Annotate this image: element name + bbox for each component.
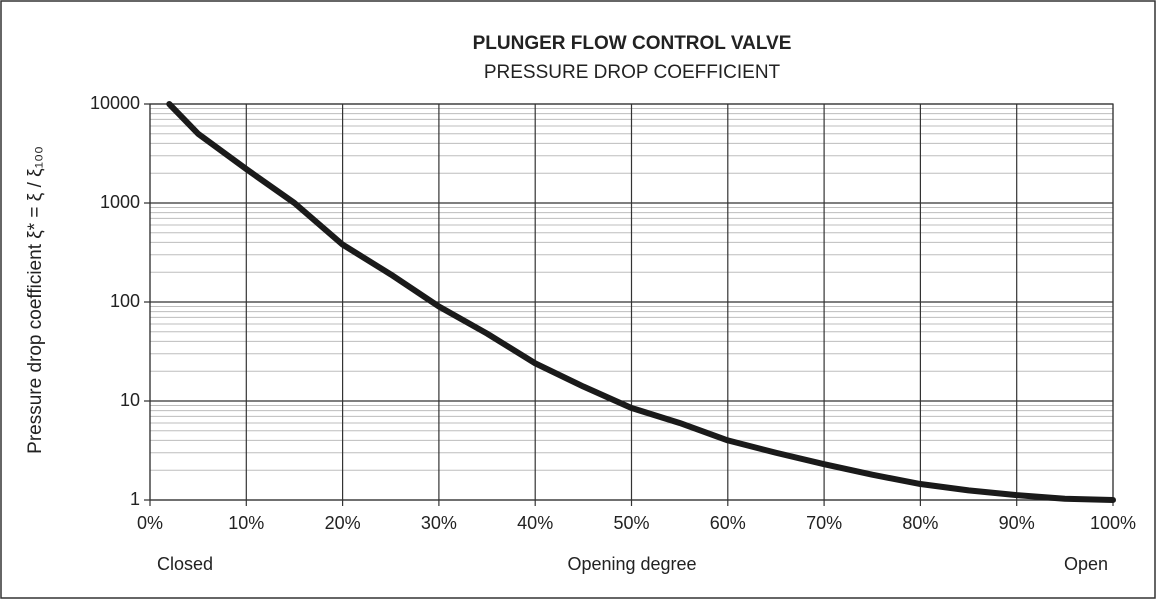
x-tick-label: 10%: [228, 513, 264, 533]
annotation: Closed: [157, 554, 213, 574]
x-tick-label: 60%: [710, 513, 746, 533]
y-tick-label: 10: [120, 390, 140, 410]
x-tick-label: 50%: [613, 513, 649, 533]
x-tick-label: 80%: [902, 513, 938, 533]
x-tick-label: 20%: [325, 513, 361, 533]
chart-subtitle: PRESSURE DROP COEFFICIENT: [484, 62, 781, 83]
x-tick-label: 30%: [421, 513, 457, 533]
x-tick-label: 0%: [137, 513, 163, 533]
x-tick-label: 100%: [1090, 513, 1136, 533]
x-tick-label: 90%: [999, 513, 1035, 533]
x-tick-label: 70%: [806, 513, 842, 533]
annotation: Open: [1064, 554, 1108, 574]
y-axis-label: Pressure drop coefficient ξ* = ξ / ξ₁₀₀: [25, 146, 46, 454]
y-tick-label: 1: [130, 489, 140, 509]
chart-title: PLUNGER FLOW CONTROL VALVE: [473, 33, 792, 54]
plot-border: [149, 103, 1114, 501]
data-line: [166, 101, 1116, 503]
y-tick-label: 100: [110, 291, 140, 311]
x-axis-label: Opening degree: [567, 554, 696, 574]
y-tick-label: 1000: [100, 192, 140, 212]
y-tick-label: 10000: [90, 93, 140, 113]
x-tick-label: 40%: [517, 513, 553, 533]
